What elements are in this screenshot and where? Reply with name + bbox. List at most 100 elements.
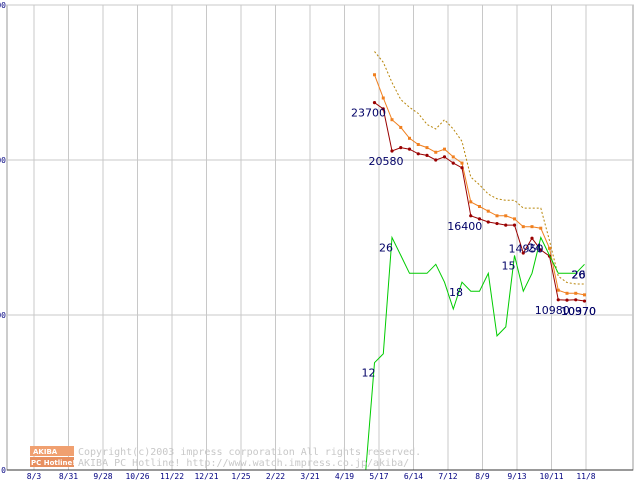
series-point-2 xyxy=(530,236,534,240)
akiba-logo-top xyxy=(30,446,74,456)
series-point-2 xyxy=(451,161,455,165)
x-tick-label: 11/22 xyxy=(160,472,184,480)
watermark: AKIBA PC Hotline! Copyright(c)2003 impre… xyxy=(30,446,421,469)
akiba-logo-subtext: PC Hotline! xyxy=(31,459,75,467)
data-label: 24 xyxy=(528,242,542,255)
series-point-2 xyxy=(434,158,438,162)
x-tick-label: 3/21 xyxy=(300,472,319,480)
series-point-2 xyxy=(425,153,429,157)
series-point-1 xyxy=(530,225,534,229)
x-tick-label: 10/11 xyxy=(539,472,563,480)
plot-border xyxy=(6,4,634,471)
x-tick-label: 4/19 xyxy=(335,472,354,480)
copyright-text: Copyright(c)2003 impress corporation All… xyxy=(78,447,421,458)
series-point-2 xyxy=(381,107,385,111)
series-point-2 xyxy=(486,220,490,224)
series-point-1 xyxy=(451,155,455,159)
series-point-1 xyxy=(583,293,586,297)
series-point-1 xyxy=(486,209,490,213)
series-point-1 xyxy=(539,226,543,230)
series-point-2 xyxy=(565,298,569,302)
series-point-1 xyxy=(478,205,481,208)
series-point-2 xyxy=(442,155,447,159)
series-point-1 xyxy=(574,291,578,295)
series-point-1 xyxy=(425,146,429,150)
akiba-logo-text: AKIBA xyxy=(33,448,58,456)
y-tick-label: 0 xyxy=(1,466,6,475)
series-point-1 xyxy=(381,96,385,100)
series-point-2 xyxy=(556,298,560,302)
series-point-2 xyxy=(407,147,412,151)
data-label: 12 xyxy=(362,367,376,380)
data-label: 10370 xyxy=(561,305,596,318)
series-point-2 xyxy=(521,251,525,255)
x-tick-label: 8/3 xyxy=(27,472,42,480)
data-label: 26 xyxy=(379,242,393,255)
series-line-3 xyxy=(7,235,585,471)
series-point-2 xyxy=(416,152,420,156)
akiba-logo-bottom xyxy=(30,457,74,467)
x-tick-label: 6/14 xyxy=(404,472,423,480)
series-point-1 xyxy=(495,214,499,218)
x-tick-label: 9/13 xyxy=(507,472,526,480)
series-point-2 xyxy=(390,149,394,153)
series-point-2 xyxy=(512,223,517,227)
grid-lines xyxy=(6,4,634,471)
series-point-1 xyxy=(416,143,420,146)
x-tick-label: 1/25 xyxy=(231,472,250,480)
data-label: 20 xyxy=(572,268,586,281)
series-point-1 xyxy=(390,118,394,122)
x-tick-label: 9/28 xyxy=(93,472,112,480)
series-group xyxy=(7,51,587,471)
data-label: 10980 xyxy=(535,304,570,317)
series-line-2 xyxy=(374,102,585,302)
x-tick-label: 2/22 xyxy=(266,472,285,480)
series-point-2 xyxy=(372,101,377,105)
series-point-2 xyxy=(582,299,587,303)
data-label: 20580 xyxy=(369,155,404,168)
series-point-2 xyxy=(399,146,403,150)
series-point-2 xyxy=(574,298,578,302)
series-point-1 xyxy=(556,288,560,292)
series-point-1 xyxy=(521,225,525,229)
series-point-1 xyxy=(548,246,551,250)
series-line-0 xyxy=(374,51,585,285)
data-label: 16400 xyxy=(447,220,482,233)
y-tick-label: 30000 xyxy=(0,1,6,10)
series-point-1 xyxy=(460,161,464,165)
x-tick-label: 11/8 xyxy=(576,472,595,480)
series-point-2 xyxy=(460,166,464,170)
hotline-url-text: AKIBA PC Hotline! http://www.watch.impre… xyxy=(78,458,409,469)
x-tick-label: 7/12 xyxy=(438,472,457,480)
series-point-2 xyxy=(539,248,543,252)
data-label: 23700 xyxy=(351,107,386,120)
series-point-1 xyxy=(469,200,473,204)
series-point-2 xyxy=(469,214,473,218)
series-point-2 xyxy=(495,221,499,226)
y-tick-label: 20000 xyxy=(0,156,6,165)
data-label: 18 xyxy=(449,286,463,299)
data-label: 10970 xyxy=(561,305,596,318)
series-point-1 xyxy=(373,73,376,77)
x-tick-label: 8/31 xyxy=(59,472,78,480)
data-label: 26 xyxy=(572,268,586,281)
x-tick-label: 12/21 xyxy=(194,472,218,480)
series-point-1 xyxy=(399,125,403,129)
series-point-1 xyxy=(434,150,438,154)
x-tick-label: 5/17 xyxy=(369,472,388,480)
series-point-1 xyxy=(513,217,516,221)
data-label: 14950 xyxy=(509,242,544,255)
y-tick-label: 10000 xyxy=(0,311,6,320)
series-point-1 xyxy=(504,214,508,218)
data-label: 26 xyxy=(572,268,586,281)
x-tick-label: 10/26 xyxy=(125,472,149,480)
series-point-1 xyxy=(443,147,446,151)
data-label: 15 xyxy=(502,259,516,272)
series-point-2 xyxy=(504,223,508,227)
series-point-1 xyxy=(408,136,411,140)
x-tick-label: 8/9 xyxy=(475,472,490,480)
series-point-1 xyxy=(565,291,569,295)
